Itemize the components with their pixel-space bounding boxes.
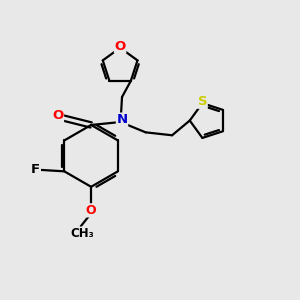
Text: CH₃: CH₃	[70, 227, 94, 240]
Text: O: O	[115, 40, 126, 53]
Text: S: S	[198, 95, 207, 108]
Text: F: F	[31, 163, 40, 176]
Text: O: O	[52, 109, 64, 122]
Text: O: O	[86, 204, 96, 217]
Text: N: N	[116, 113, 128, 126]
